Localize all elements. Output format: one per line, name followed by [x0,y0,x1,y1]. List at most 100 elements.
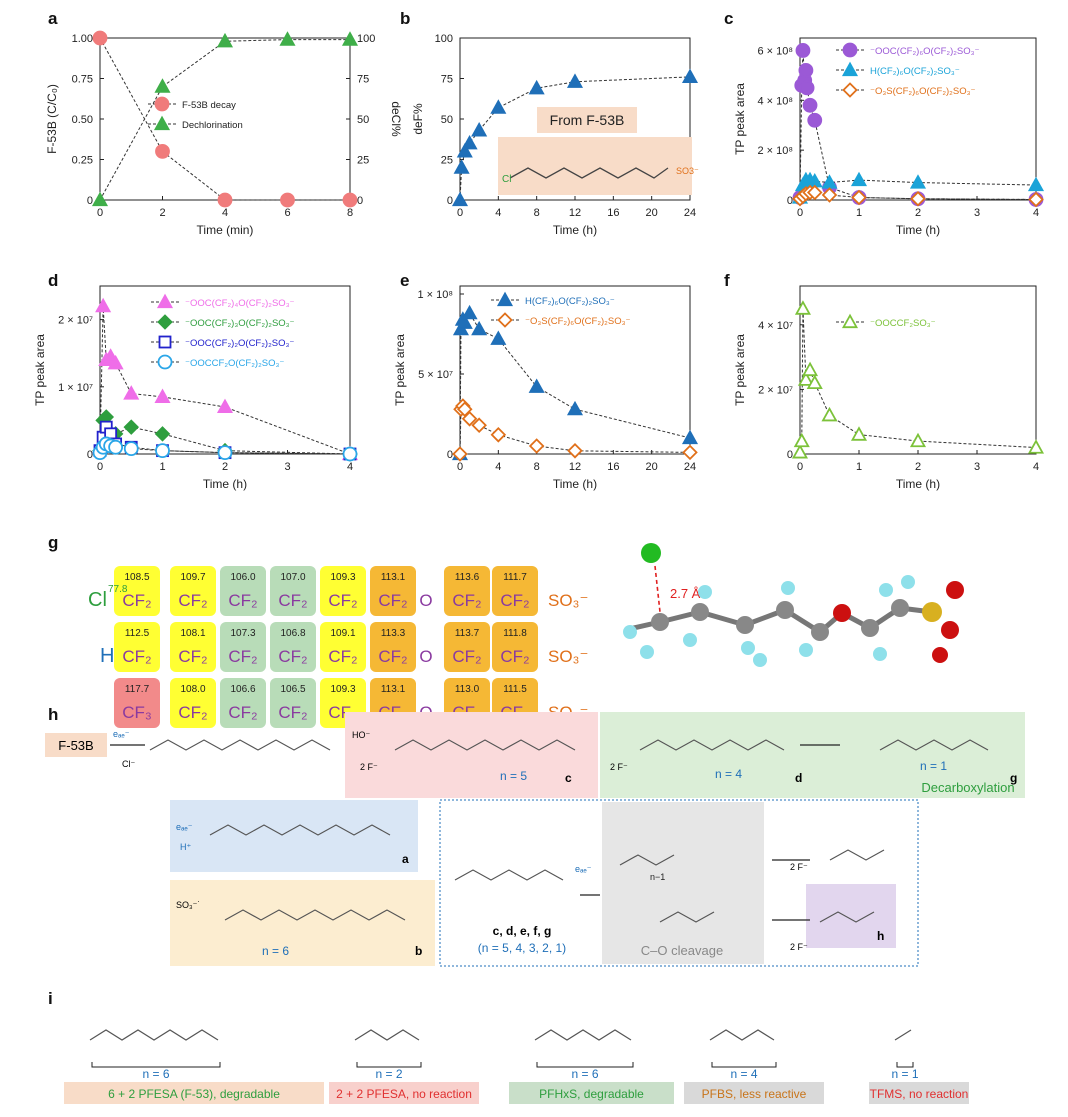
x-tick-label: 1 [856,207,862,219]
y-tick-label: 0 [787,195,793,207]
nmr-shift: 113.0 [455,684,480,695]
data-point [528,79,545,95]
label-d: d [795,771,802,785]
data-point [909,432,927,448]
repeat-bracket [356,1062,422,1068]
distance-arrow [654,565,661,613]
y2-tick-label: 75 [357,74,369,86]
data-point [280,192,295,208]
data-point [566,400,584,416]
repeat-bracket [896,1062,914,1068]
data-point [471,121,488,137]
nmr-shift: 106.0 [230,572,255,583]
data-point [567,443,583,459]
f53b-chain-bond [509,167,669,179]
data-point [528,378,545,393]
cl-label: Cl⁻ [122,759,135,769]
compound-caption-box [684,1082,824,1104]
chain-diacid [829,849,885,861]
compound-caption-box [329,1082,479,1104]
x-tick-label: 2 [159,207,165,219]
generic-label: c, d, e, f, g [493,924,552,938]
n6-label: n = 6 [262,944,289,958]
y-axis-label: TP peak area [393,334,407,406]
data-point [794,300,811,315]
y-axis-label: TP peak area [733,83,747,155]
co-cleavage-box [602,802,764,964]
data-point [806,374,823,390]
data-point [681,429,699,445]
x-tick-label: 2 [915,461,921,473]
fluorine-atom [753,653,767,667]
compound-card: n = 1 TFMS, no reaction [869,1029,969,1104]
repeat-count: n = 6 [142,1067,169,1081]
oxygen-atom [932,647,948,663]
chain-cleave-top [619,854,675,866]
legend-marker [841,61,859,77]
series-line [99,306,351,455]
x-tick-label: 1 [159,461,165,473]
data-point [682,444,698,461]
nmr-cf-label: CF₂ [452,647,481,666]
so3-radical-label: SO₃⁻˙ [176,900,200,910]
h-plus-label: H⁺ [180,842,191,852]
y-tick-label: 2 × 10⁷ [58,315,93,327]
x-tick-label: 16 [607,461,619,473]
plot-frame [459,285,691,455]
x-tick-label: 6 [284,207,290,219]
sulfonate-group: SO3⁻ [676,166,699,176]
from-f53b-label: From F-53B [550,112,625,128]
nmr-shift: 113.1 [381,684,406,695]
compound-chain [534,1029,632,1041]
oxygen-atom [833,604,851,622]
sulfite-box [170,880,435,966]
h-abstraction-box [170,800,418,872]
legend-label: ⁻OOCCF₂SO₃⁻ [870,318,936,329]
y2-axis-label: deCl% [389,101,403,137]
chart-d: 0 1 2 3 4 0 1 × 10⁷ 2 × 10⁷ Time (h) TP peak area… [33,285,359,491]
data-point [681,68,699,83]
legend-marker [157,354,173,370]
data-point [461,304,478,320]
molecule-3d: 2.7 Å [623,543,964,667]
carbon-atom [691,603,709,621]
chart-c: 0 1 2 3 4 0 2 × 10⁸ 4 × 10⁸ 6 × 10⁸ Time (h) TP pe… [733,37,1045,237]
data-point [456,314,473,329]
f53b-structure-box [498,137,692,195]
data-point [910,190,926,207]
x-tick-label: 4 [347,461,353,473]
x-tick-label: 0 [97,207,103,219]
repeat-count: n = 2 [375,1067,402,1081]
x-tick-label: 0 [457,207,463,219]
compound-chain [354,1029,420,1041]
distance-label: 2.7 Å [670,586,701,601]
y-tick-label: 2 × 10⁷ [758,384,793,396]
legend-label: H(CF₂)₆O(CF₂)₂SO₃⁻ [870,66,960,77]
label-g: g [1010,771,1017,785]
x-axis-label: Time (h) [553,477,597,491]
y-axis-label: deF% [411,103,425,135]
compound-chain [894,1029,912,1041]
x-tick-label: 8 [347,207,353,219]
data-point [909,174,927,189]
nmr-shift: 111.7 [503,572,527,583]
repeat-count: n = 4 [730,1067,757,1081]
nmr-shift: 112.5 [125,628,150,639]
eaq-label-3: eₐₑ⁻ [575,864,592,874]
data-point [154,388,171,403]
nmr-cf-label: CF₂ [122,647,151,666]
reaction-scheme: F-53B eₐₑ⁻ Cl⁻ HO⁻ 2 F⁻ 2 F⁻ eₐₑ⁻ H⁺ SO₃… [45,712,1025,967]
nmr-shift: 106.5 [280,684,305,695]
x-axis-label: Time (h) [896,477,940,491]
nmr-shift: 113.1 [381,572,406,583]
nmr-cell [492,622,538,672]
nmr-cell [370,566,416,616]
compound-card: n = 6 6 + 2 PFESA (F-53), degradable [64,1029,324,1104]
legend-label: ⁻O₃S(CF₂)₆O(CF₂)₂SO₃⁻ [870,86,975,97]
two-f-label-2: 2 F⁻ [610,762,628,772]
y-tick-label: 0.75 [72,74,93,86]
x-tick-label: 12 [569,207,581,219]
chain-c [394,739,576,751]
nmr-cf-label: CF₂ [500,647,529,666]
